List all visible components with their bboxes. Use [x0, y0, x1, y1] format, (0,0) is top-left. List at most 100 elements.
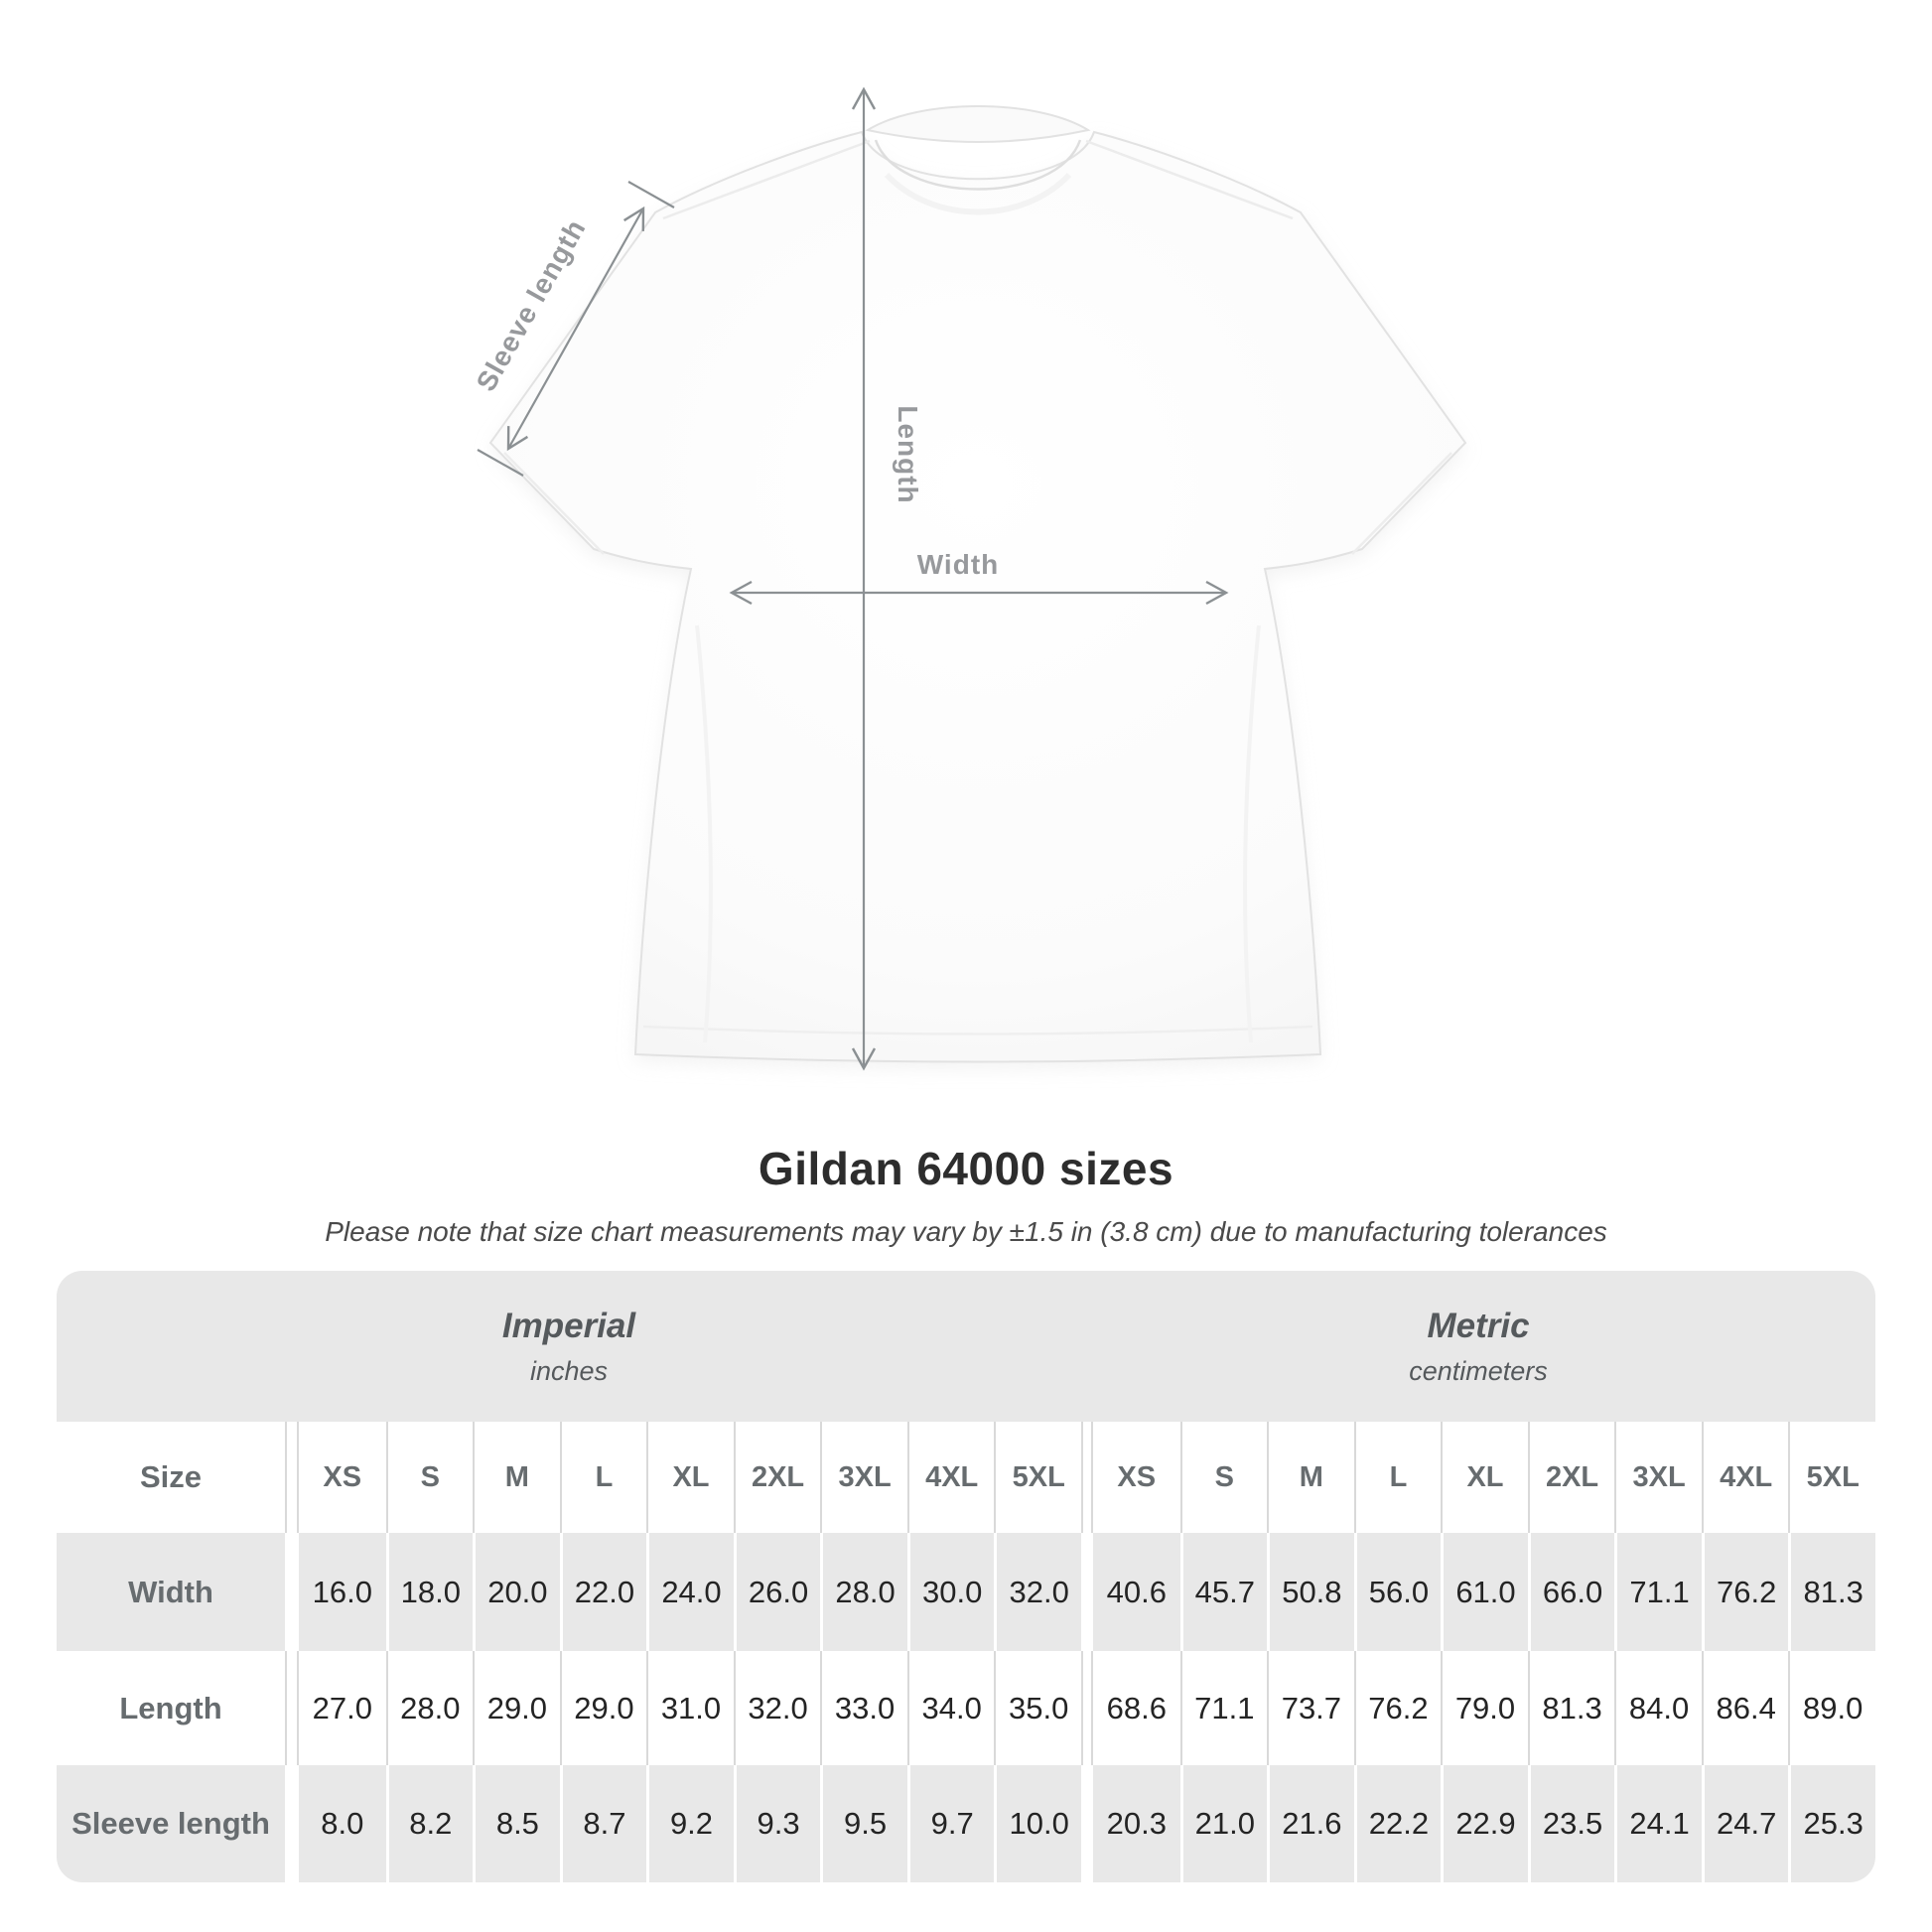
- value-cell: 71.1: [1179, 1651, 1268, 1765]
- value-cell: 84.0: [1614, 1651, 1702, 1765]
- value-cell: 28.0: [820, 1533, 907, 1651]
- size-header: M: [473, 1422, 560, 1533]
- tshirt-cuff-stitch-right: [1351, 452, 1452, 555]
- value-cell: 8.7: [559, 1765, 647, 1882]
- tshirt-collar-shadow: [884, 172, 1072, 215]
- imperial-unit: inches: [529, 1355, 609, 1386]
- value-cell: 68.6: [1106, 1690, 1167, 1725]
- table-row-width: Width 16.0 18.0 20.0 22.0 24.0 26.0 28.0…: [57, 1533, 1875, 1651]
- sleeve-measure-line: [506, 206, 645, 452]
- size-header: XL: [1441, 1422, 1528, 1533]
- value-cell: 32.0: [994, 1533, 1081, 1651]
- corner-label: Size: [139, 1459, 203, 1494]
- value-cell: 45.7: [1179, 1533, 1268, 1651]
- value-cell: 8.0: [321, 1806, 364, 1841]
- value-cell: 16.0: [312, 1574, 372, 1609]
- value-cell: 9.5: [820, 1765, 907, 1882]
- metric-label: Metric: [1427, 1306, 1530, 1345]
- value-cell: 9.7: [906, 1765, 995, 1882]
- tshirt-crease-right: [1243, 624, 1261, 1043]
- size-header: 3XL: [820, 1422, 907, 1533]
- value-cell: 40.6: [1106, 1574, 1167, 1609]
- size-header: S: [385, 1422, 474, 1533]
- unit-header-row: Imperial inches Metric centimeters: [57, 1271, 1875, 1422]
- table-row-sleeve-length: Sleeve length 8.0 8.2 8.5 8.7 9.2 9.3 9.…: [57, 1765, 1875, 1882]
- value-cell: 21.6: [1267, 1765, 1354, 1882]
- length-measure-label: Length: [893, 405, 923, 503]
- value-cell: 61.0: [1441, 1533, 1528, 1651]
- imperial-label: Imperial: [501, 1306, 636, 1345]
- tshirt-crease-left: [695, 624, 713, 1043]
- tshirt-back-collar: [865, 105, 1091, 143]
- value-cell: 9.2: [646, 1765, 734, 1882]
- tshirt-hem-stitch: [642, 1025, 1313, 1035]
- column-gap: [285, 1533, 299, 1651]
- value-cell: 76.2: [1701, 1533, 1789, 1651]
- sleeve-measure-tick-bottom: [477, 449, 524, 477]
- metric-group-header: Metric centimeters: [1081, 1271, 1875, 1422]
- value-cell: 66.0: [1527, 1533, 1615, 1651]
- size-chart-table: Imperial inches Metric centimeters Size …: [57, 1271, 1875, 1882]
- value-cell: 56.0: [1353, 1533, 1442, 1651]
- size-header: 4XL: [906, 1422, 995, 1533]
- size-header: 5XL: [1788, 1422, 1875, 1533]
- value-cell: 9.3: [733, 1765, 821, 1882]
- group-gap: [1081, 1422, 1093, 1533]
- value-cell: 32.0: [733, 1651, 821, 1765]
- width-measure-label: Width: [917, 549, 1000, 580]
- value-cell: 31.0: [646, 1651, 734, 1765]
- tshirt-cuff-stitch-left: [503, 452, 605, 555]
- size-header-row: Size XS S M L XL 2XL 3XL 4XL 5XL XS S M …: [57, 1422, 1875, 1533]
- tshirt-collar-seam: [874, 139, 1082, 191]
- value-cell: 29.0: [473, 1651, 560, 1765]
- size-header: L: [1353, 1422, 1442, 1533]
- value-cell: 33.0: [820, 1651, 907, 1765]
- tshirt-body: [488, 130, 1467, 1063]
- tshirt-image: Length Width Sleeve length: [471, 86, 1467, 1071]
- size-header: L: [559, 1422, 647, 1533]
- size-header: 3XL: [1614, 1422, 1702, 1533]
- tolerance-note: Please note that size chart measurements…: [325, 1216, 1607, 1247]
- value-cell: 22.2: [1353, 1765, 1442, 1882]
- metric-unit: centimeters: [1409, 1355, 1548, 1386]
- group-gap: [1081, 1651, 1093, 1765]
- size-header: 2XL: [733, 1422, 821, 1533]
- tshirt-diagram: Length Width Sleeve length: [471, 86, 1467, 1071]
- size-header: XS: [1117, 1460, 1157, 1493]
- value-cell: 86.4: [1701, 1651, 1789, 1765]
- group-gap: [1081, 1765, 1093, 1882]
- value-cell: 10.0: [994, 1765, 1081, 1882]
- value-cell: 22.0: [559, 1533, 647, 1651]
- page-title: Gildan 64000 sizes: [758, 1143, 1174, 1194]
- row-label: Sleeve length: [71, 1806, 270, 1841]
- column-gap: [285, 1765, 299, 1882]
- value-cell: 76.2: [1353, 1651, 1442, 1765]
- value-cell: 22.9: [1441, 1765, 1528, 1882]
- value-cell: 35.0: [994, 1651, 1081, 1765]
- value-cell: 27.0: [312, 1690, 372, 1725]
- value-cell: 24.1: [1614, 1765, 1702, 1882]
- value-cell: 34.0: [906, 1651, 995, 1765]
- value-cell: 81.3: [1527, 1651, 1615, 1765]
- tshirt-shoulder-seam-left: [662, 139, 871, 220]
- size-header: XL: [646, 1422, 734, 1533]
- group-gap: [1081, 1533, 1093, 1651]
- value-cell: 28.0: [385, 1651, 474, 1765]
- size-header: 5XL: [994, 1422, 1081, 1533]
- value-cell: 50.8: [1267, 1533, 1354, 1651]
- table-row-length: Length 27.0 28.0 29.0 29.0 31.0 32.0 33.…: [57, 1651, 1875, 1765]
- row-label: Width: [128, 1574, 213, 1609]
- value-cell: 8.2: [385, 1765, 474, 1882]
- value-cell: 18.0: [385, 1533, 474, 1651]
- imperial-group-header: Imperial inches: [57, 1271, 1081, 1422]
- value-cell: 20.3: [1106, 1806, 1167, 1841]
- column-gap: [285, 1651, 299, 1765]
- value-cell: 23.5: [1527, 1765, 1615, 1882]
- value-cell: 8.5: [473, 1765, 560, 1882]
- value-cell: 73.7: [1267, 1651, 1354, 1765]
- size-header: S: [1179, 1422, 1268, 1533]
- value-cell: 79.0: [1441, 1651, 1528, 1765]
- value-cell: 21.0: [1179, 1765, 1268, 1882]
- row-label: Length: [119, 1690, 222, 1725]
- size-header: 4XL: [1701, 1422, 1789, 1533]
